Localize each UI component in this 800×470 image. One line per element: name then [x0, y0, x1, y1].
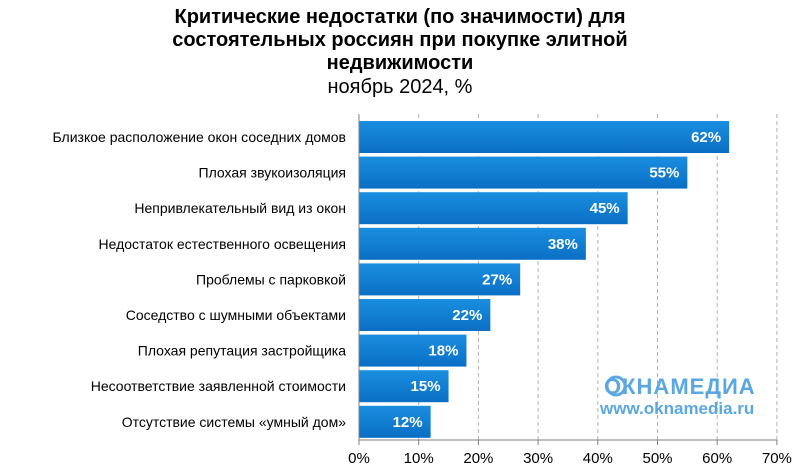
category-label: Непривлекательный вид из окон — [134, 200, 346, 216]
x-tick-label: 0% — [348, 450, 370, 467]
bar-value-label: 55% — [649, 165, 679, 182]
bar-value-label: 12% — [393, 414, 423, 431]
bar-value-label: 27% — [482, 271, 512, 288]
x-tick-label: 30% — [523, 450, 553, 467]
bar — [359, 156, 688, 189]
category-label: Проблемы с парковкой — [196, 271, 346, 287]
category-label: Отсутствие системы «умный дом» — [122, 414, 347, 430]
bar — [359, 227, 586, 260]
watermark-url: www.oknamedia.ru — [599, 399, 754, 418]
chart-title-line-2: состоятельных россиян при покупке элитно… — [172, 29, 628, 51]
bar — [359, 192, 628, 225]
chart-title-line-3: недвижимости — [326, 52, 474, 74]
category-labels: Близкое расположение окон соседних домов… — [53, 129, 347, 430]
category-label: Плохая репутация застройщика — [138, 343, 346, 359]
watermark: ОКНАМЕДИА www.oknamedia.ru — [599, 374, 756, 418]
x-axis-ticks: 0% 10% 20% 30% 40% 50% 60% 70% — [348, 114, 792, 467]
x-tick-label: 40% — [583, 450, 613, 467]
category-label: Близкое расположение окон соседних домов — [53, 129, 346, 145]
category-label: Несоответствие заявленной стоимости — [91, 378, 346, 394]
x-tick-label: 60% — [702, 450, 732, 467]
category-label: Соседство с шумными объектами — [126, 307, 346, 323]
chart-title-block: Критические недостатки (по значимости) д… — [0, 6, 800, 99]
bar — [359, 370, 449, 403]
bar-value-label: 38% — [548, 236, 578, 253]
bar — [359, 405, 431, 438]
x-tick-label: 10% — [404, 450, 434, 467]
bar-value-label: 22% — [452, 307, 482, 324]
category-label: Плохая звукоизоляция — [199, 165, 346, 181]
chart-title-line-1: Критические недостатки (по значимости) д… — [174, 6, 626, 28]
bar-value-label: 18% — [428, 343, 458, 360]
x-tick-label: 20% — [463, 450, 493, 467]
x-tick-label: 50% — [642, 450, 672, 467]
bar — [359, 263, 521, 296]
watermark-logo-ring — [605, 375, 627, 397]
category-label: Недостаток естественного освещения — [99, 236, 347, 252]
bar-value-label: 62% — [691, 129, 721, 146]
bar — [359, 299, 491, 331]
chart-title: Критические недостатки (по значимости) д… — [0, 6, 800, 75]
bar-value-label: 15% — [411, 378, 441, 395]
bar — [359, 334, 467, 367]
watermark-logo: ОКНАМЕДИА — [604, 374, 756, 399]
bar-value-label: 45% — [590, 200, 620, 217]
bar — [359, 121, 730, 153]
bars: 62% 55% 45% 38% 27% 22% 18% 15% 12% — [359, 121, 730, 438]
chart-subtitle: ноябрь 2024, % — [327, 76, 473, 98]
x-tick-label: 70% — [762, 450, 792, 467]
